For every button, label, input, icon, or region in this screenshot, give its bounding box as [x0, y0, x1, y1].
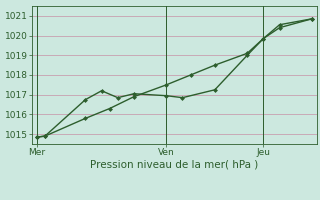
- X-axis label: Pression niveau de la mer( hPa ): Pression niveau de la mer( hPa ): [90, 160, 259, 170]
